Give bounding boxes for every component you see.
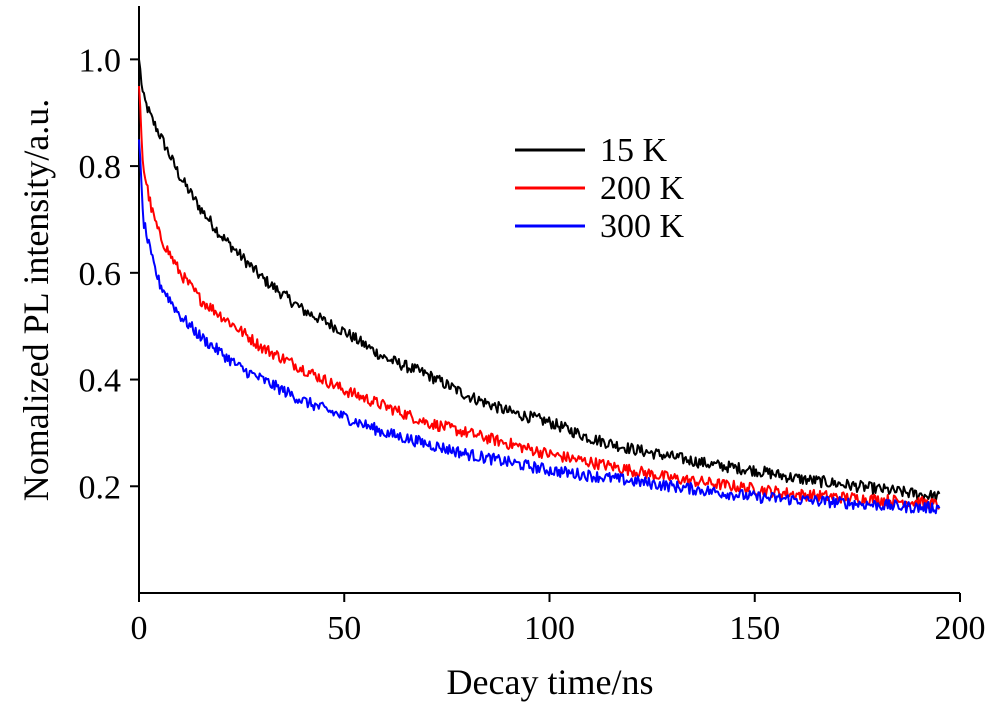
y-axis-title: Nomalized PL intensity/a.u. xyxy=(16,99,56,502)
legend-label-2: 300 K xyxy=(600,208,685,245)
x-axis-title: Decay time/ns xyxy=(447,662,654,702)
legend-label-1: 200 K xyxy=(600,170,685,207)
x-tick-label: 200 xyxy=(935,610,986,647)
y-tick-label: 0.6 xyxy=(79,256,122,293)
x-tick-label: 100 xyxy=(524,610,575,647)
x-tick-label: 0 xyxy=(131,610,148,647)
series-line-0 xyxy=(138,59,941,503)
legend-label-0: 15 K xyxy=(600,132,668,169)
tick-group xyxy=(130,58,961,602)
y-tick-label: 0.4 xyxy=(79,363,122,400)
series-group xyxy=(138,59,941,515)
x-tick-label: 150 xyxy=(729,610,780,647)
tick-label-group: 0 50 100 150 200 0.2 0.4 0.6 0.8 1.0 xyxy=(79,42,986,647)
y-tick-label: 0.8 xyxy=(79,149,122,186)
x-tick-label: 50 xyxy=(327,610,361,647)
series-line-2 xyxy=(138,139,941,515)
y-tick-label: 1.0 xyxy=(79,42,122,79)
y-tick-label: 0.2 xyxy=(79,469,122,506)
